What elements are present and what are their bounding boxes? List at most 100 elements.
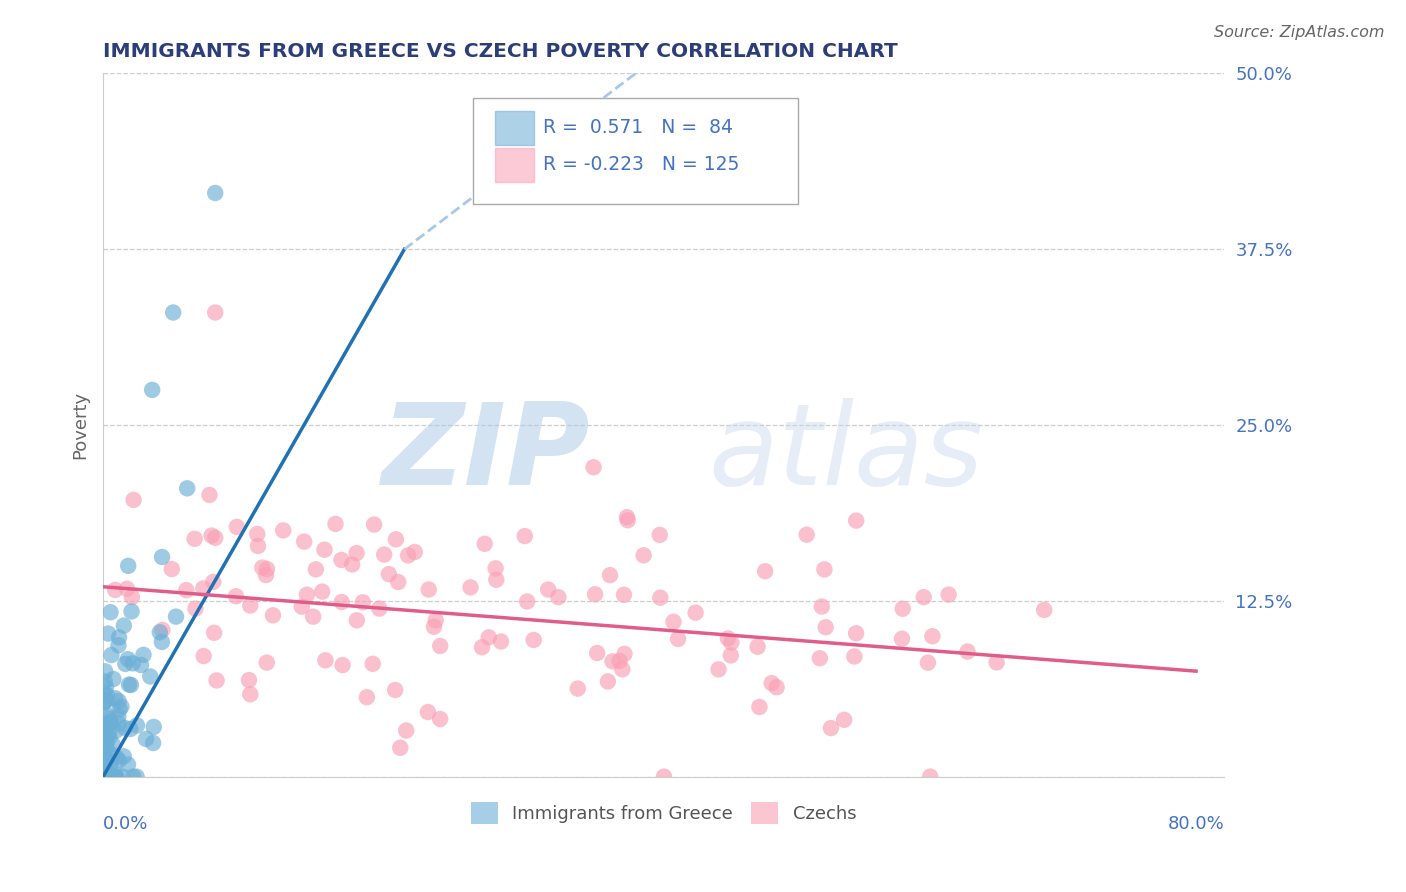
Point	[484, 561, 506, 575]
Point	[202, 574, 225, 589]
Point	[340, 558, 363, 572]
Point	[121, 590, 143, 604]
Point	[395, 723, 418, 738]
Point	[387, 574, 409, 589]
Point	[956, 644, 979, 658]
Text: ZIP: ZIP	[382, 398, 591, 508]
Point	[404, 545, 426, 559]
Point	[356, 690, 378, 705]
Point	[796, 527, 818, 541]
Legend: Immigrants from Greece, Czechs: Immigrants from Greece, Czechs	[464, 795, 863, 830]
Point	[330, 595, 353, 609]
Point	[599, 568, 621, 582]
Point	[346, 546, 368, 560]
Point	[845, 626, 868, 640]
Point	[332, 658, 354, 673]
Point	[125, 718, 148, 732]
FancyBboxPatch shape	[495, 148, 534, 183]
Point	[917, 656, 939, 670]
Point	[246, 527, 269, 541]
Text: IMMIGRANTS FROM GREECE VS CZECH POVERTY CORRELATION CHART: IMMIGRANTS FROM GREECE VS CZECH POVERTY …	[103, 42, 898, 61]
Point	[96, 752, 118, 766]
Point	[418, 582, 440, 597]
Point	[176, 481, 198, 495]
Point	[100, 756, 122, 771]
Point	[707, 662, 730, 676]
Point	[93, 770, 115, 784]
Point	[754, 564, 776, 578]
Point	[117, 757, 139, 772]
Point	[748, 700, 770, 714]
Point	[613, 647, 636, 661]
Point	[813, 562, 835, 576]
Point	[204, 531, 226, 545]
Point	[110, 699, 132, 714]
Point	[120, 722, 142, 736]
Point	[537, 582, 560, 597]
Point	[425, 613, 447, 627]
Point	[121, 657, 143, 671]
Point	[117, 652, 139, 666]
Point	[612, 662, 634, 676]
Point	[100, 715, 122, 730]
Text: R =  0.571   N =  84: R = 0.571 N = 84	[543, 118, 733, 137]
Point	[523, 632, 546, 647]
Point	[720, 648, 742, 663]
Point	[489, 634, 512, 648]
Point	[93, 749, 115, 764]
Point	[200, 528, 222, 542]
Point	[474, 537, 496, 551]
Point	[262, 608, 284, 623]
Point	[122, 492, 145, 507]
FancyBboxPatch shape	[495, 111, 534, 145]
Point	[98, 731, 121, 745]
Point	[97, 626, 120, 640]
Point	[183, 532, 205, 546]
Point	[100, 770, 122, 784]
Point	[93, 762, 115, 776]
Point	[94, 756, 117, 771]
Point	[239, 599, 262, 613]
Point	[650, 591, 672, 605]
Point	[378, 567, 401, 582]
Text: Source: ZipAtlas.com: Source: ZipAtlas.com	[1215, 25, 1385, 40]
Point	[720, 635, 742, 649]
Point	[107, 694, 129, 708]
Point	[305, 562, 328, 576]
Point	[105, 770, 128, 784]
Point	[396, 549, 419, 563]
Point	[94, 740, 117, 755]
Point	[567, 681, 589, 696]
Point	[94, 731, 117, 746]
Point	[460, 581, 482, 595]
Point	[93, 696, 115, 710]
Point	[96, 755, 118, 769]
Point	[129, 658, 152, 673]
Point	[609, 654, 631, 668]
Point	[120, 678, 142, 692]
Point	[96, 688, 118, 702]
Point	[104, 770, 127, 784]
Point	[104, 582, 127, 597]
Point	[94, 766, 117, 780]
Point	[478, 630, 501, 644]
Point	[291, 599, 314, 614]
Point	[384, 683, 406, 698]
Point	[91, 770, 114, 784]
Point	[239, 687, 262, 701]
Point	[586, 646, 609, 660]
Point	[125, 770, 148, 784]
Point	[368, 601, 391, 615]
Point	[717, 632, 740, 646]
Point	[429, 712, 451, 726]
Point	[662, 615, 685, 629]
Point	[107, 638, 129, 652]
Point	[325, 516, 347, 531]
Point	[666, 632, 689, 646]
Point	[107, 716, 129, 731]
Point	[93, 696, 115, 710]
Point	[142, 720, 165, 734]
Point	[94, 752, 117, 766]
Point	[135, 731, 157, 746]
Point	[513, 529, 536, 543]
